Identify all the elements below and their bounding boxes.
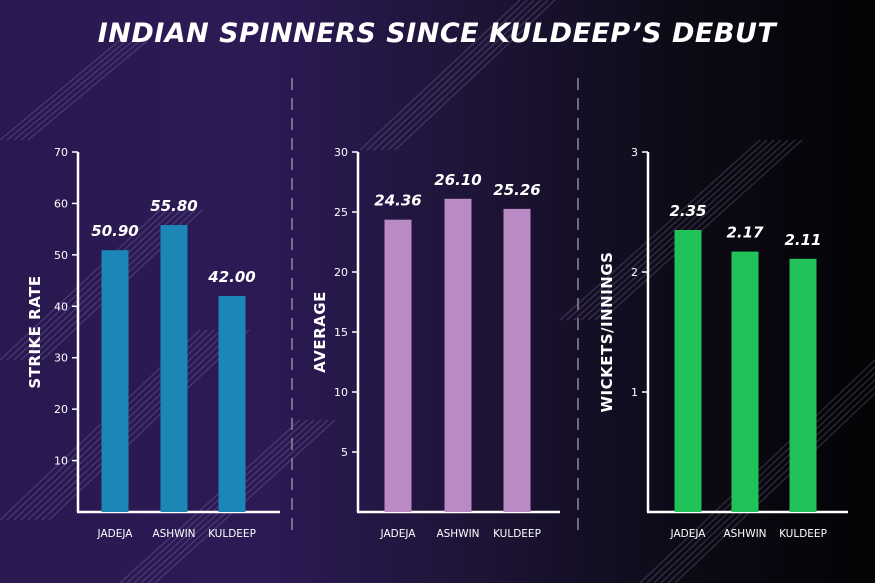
bar-chart-3: 1 2 3 WICKETS/INNINGS 2.35 JADEJA 2.17 ASHWIN 2.… <box>598 146 848 540</box>
decor-streak-1 <box>6 209 168 361</box>
y-axis-label: WICKETS/INNINGS <box>598 252 616 413</box>
decor-streak-2 <box>13 209 175 361</box>
data-label-jadeja: 50.90 <box>91 222 138 240</box>
charts-group: 10 20 30 40 50 60 70 STRIKE RATE 50.90 JADEJA 55.8… <box>26 146 848 540</box>
y-tick-label: 2 <box>631 266 638 279</box>
decor-streak-33 <box>601 139 803 321</box>
category-label-ashwin: ASHWIN <box>152 528 195 540</box>
data-label-ashwin: 55.80 <box>150 197 197 215</box>
y-tick-label: 20 <box>54 403 68 416</box>
category-label-jadeja: JADEJA <box>380 528 417 540</box>
decor-streak-28 <box>566 139 768 321</box>
decor-streak-37 <box>660 379 875 583</box>
data-label-jadeja: 2.35 <box>669 202 706 220</box>
y-tick-label: 25 <box>334 206 348 219</box>
decor-streak-40 <box>0 39 121 141</box>
y-tick-label: 10 <box>334 386 348 399</box>
bar-jadeja <box>101 250 129 512</box>
decor-streak-27 <box>559 139 761 321</box>
y-tick-label: 40 <box>54 300 68 313</box>
decor-streak-25 <box>387 0 549 151</box>
y-tick-label: 5 <box>341 446 348 459</box>
decor-streak-35 <box>646 365 875 583</box>
decor-streak-38 <box>667 385 875 583</box>
y-tick-label: 30 <box>54 352 68 365</box>
y-tick-label: 1 <box>631 386 638 399</box>
category-label-kuldeep: KULDEEP <box>208 528 256 540</box>
y-tick-label: 60 <box>54 197 68 210</box>
decor-streak-36 <box>653 372 875 583</box>
y-tick-label: 20 <box>334 266 348 279</box>
decor-streak-14 <box>48 329 250 521</box>
data-label-kuldeep: 25.26 <box>493 181 540 199</box>
decor-streak-12 <box>34 329 236 521</box>
y-axis-label: STRIKE RATE <box>26 275 44 388</box>
bar-kuldeep <box>503 208 531 512</box>
decor-streak-41 <box>6 39 128 141</box>
category-label-jadeja: JADEJA <box>670 528 707 540</box>
category-label-ashwin: ASHWIN <box>723 528 766 540</box>
bar-chart-2: 5 10 15 20 25 30 AVERAGE 24.36 JADEJA 26.10 ASHWIN… <box>311 146 560 540</box>
category-label-jadeja: JADEJA <box>97 528 134 540</box>
bar-ashwin <box>444 198 472 513</box>
decor-streak-24 <box>380 0 542 151</box>
decor-streak-44 <box>27 39 149 141</box>
decor-streak-23 <box>373 0 535 151</box>
bar-kuldeep <box>218 296 246 512</box>
bar-chart-1: 10 20 30 40 50 60 70 STRIKE RATE 50.90 JADEJA 55.8… <box>26 146 280 540</box>
decor-streak-3 <box>20 209 182 361</box>
decor-streak-43 <box>20 39 142 141</box>
y-axis-label: AVERAGE <box>311 291 329 373</box>
chart-title: INDIAN SPINNERS SINCE KULDEEP’S DEBUT <box>98 18 779 49</box>
bar-ashwin <box>731 251 759 512</box>
y-tick-label: 50 <box>54 249 68 262</box>
data-label-jadeja: 24.36 <box>374 192 421 210</box>
y-tick-label: 70 <box>54 146 68 159</box>
y-tick-label: 30 <box>334 146 348 159</box>
decor-streak-26 <box>394 0 556 151</box>
decor-streak-16 <box>126 419 308 583</box>
bar-ashwin <box>160 225 188 512</box>
decor-streak-0 <box>0 209 161 361</box>
bar-jadeja <box>674 230 702 512</box>
decor-streak-39 <box>674 392 875 583</box>
category-label-kuldeep: KULDEEP <box>493 528 541 540</box>
decor-streak-22 <box>366 0 528 151</box>
data-label-kuldeep: 42.00 <box>207 268 255 286</box>
decor-streak-15 <box>119 419 301 583</box>
decor-streak-13 <box>41 329 243 521</box>
data-label-kuldeep: 2.11 <box>784 231 821 249</box>
decor-streak-21 <box>359 0 521 151</box>
bar-kuldeep <box>789 258 817 512</box>
data-label-ashwin: 26.10 <box>434 171 481 189</box>
decor-streak-42 <box>13 39 135 141</box>
category-label-kuldeep: KULDEEP <box>779 528 827 540</box>
y-tick-label: 10 <box>54 455 68 468</box>
bar-jadeja <box>384 219 412 512</box>
y-tick-label: 3 <box>631 146 638 159</box>
data-label-ashwin: 2.17 <box>726 224 764 242</box>
decor-streak-29 <box>573 139 775 321</box>
y-tick-label: 15 <box>334 326 348 339</box>
category-label-ashwin: ASHWIN <box>436 528 479 540</box>
